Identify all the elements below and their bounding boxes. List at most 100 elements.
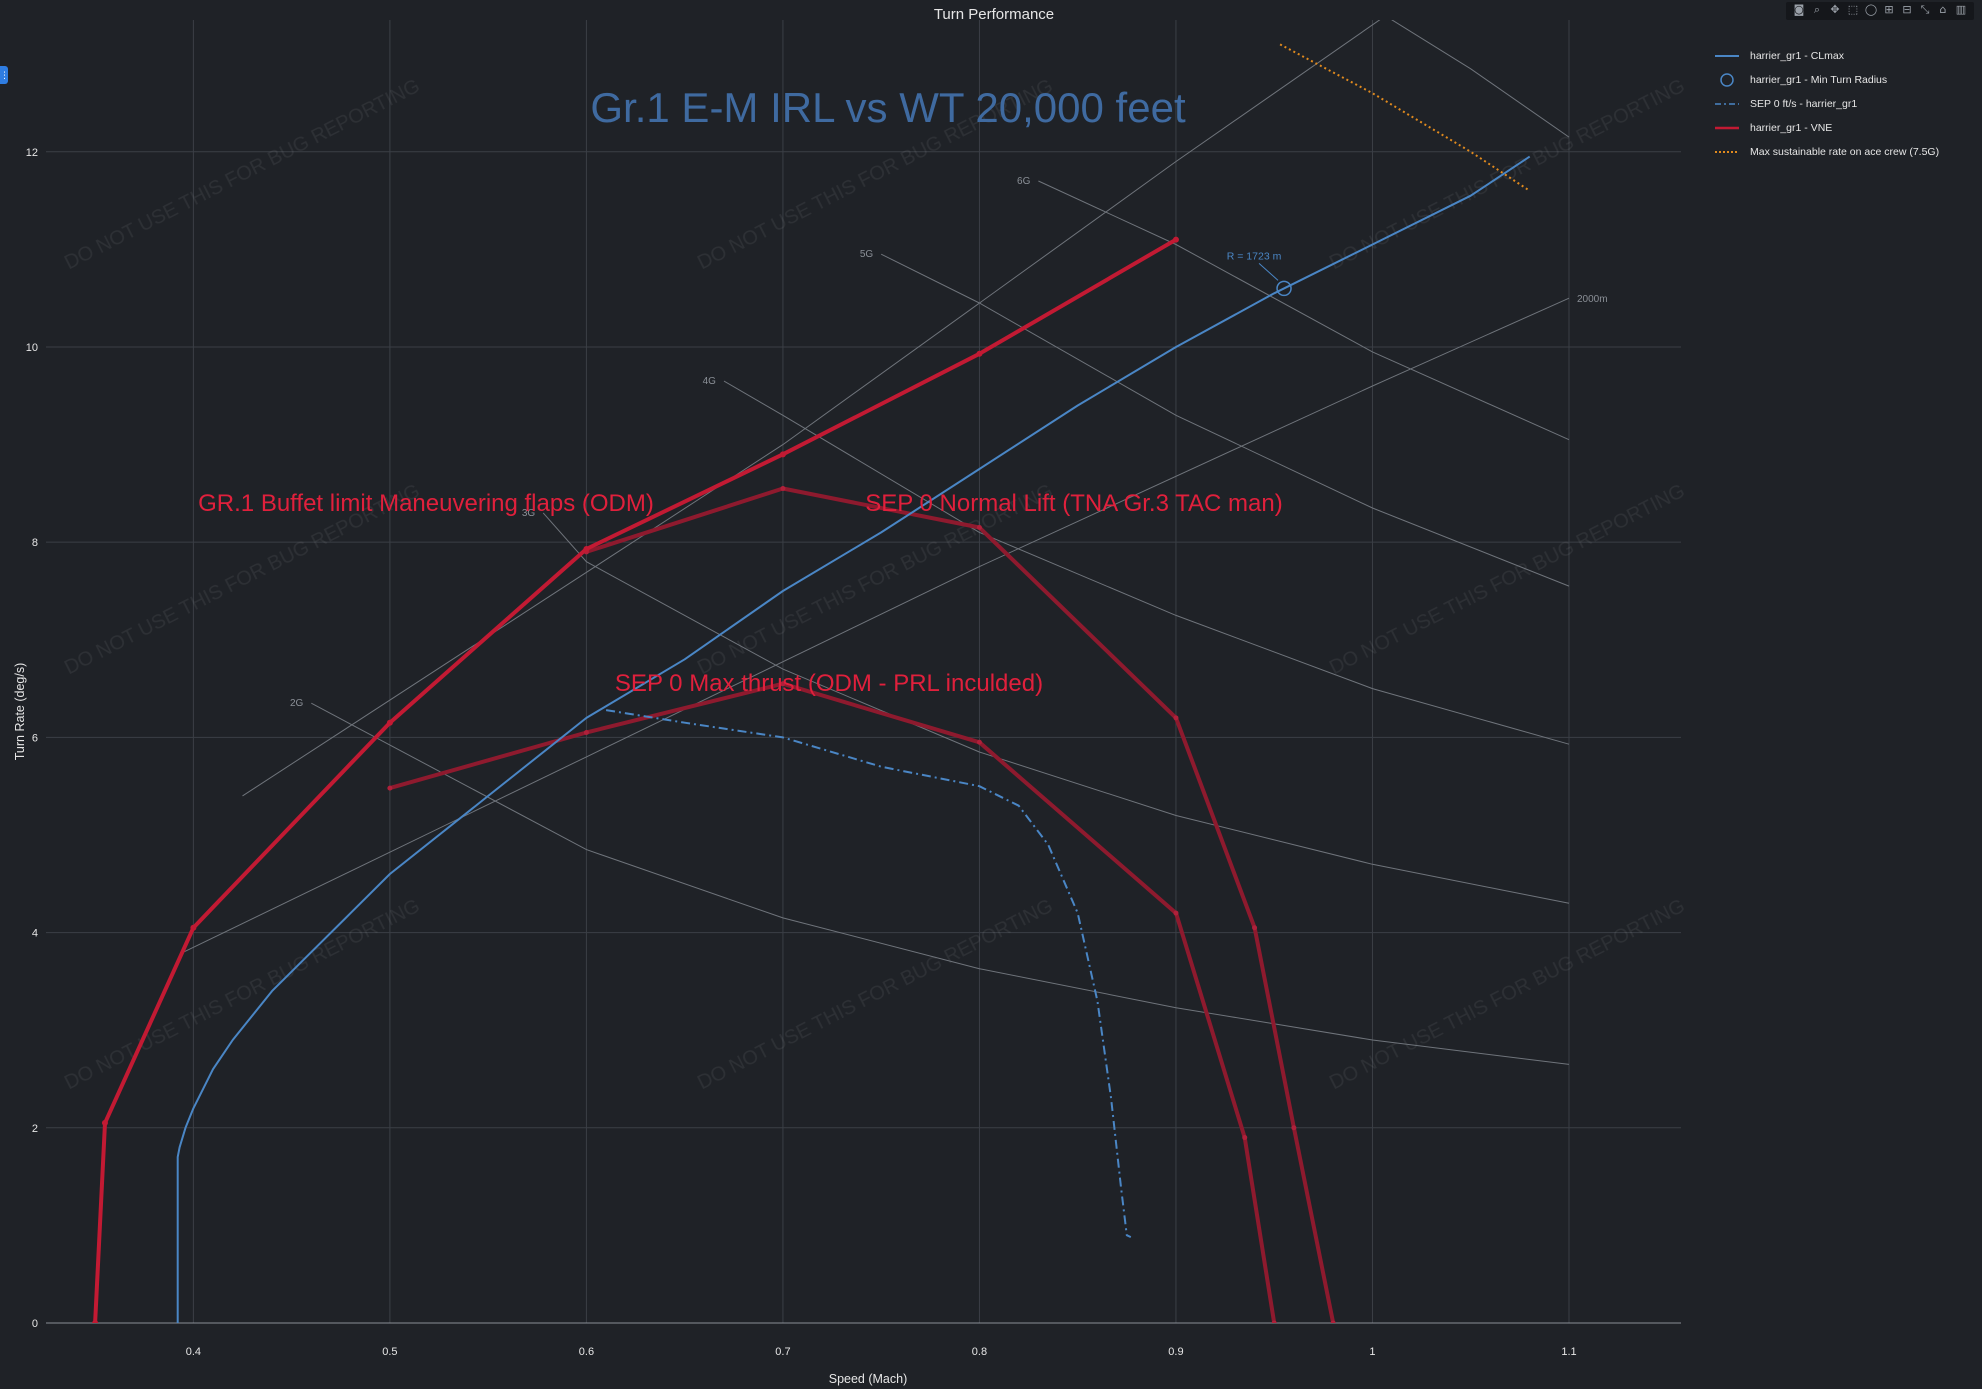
reference-series-line — [585, 486, 1336, 1323]
series-point — [779, 451, 786, 458]
watermark-text: DO NOT USE THIS FOR BUG REPORTING — [1326, 895, 1688, 1094]
zoom-out-icon[interactable]: ⊟ — [1902, 3, 1912, 16]
x-tick-label: 0.5 — [382, 1346, 397, 1358]
y-tick-label: 8 — [32, 537, 38, 549]
series-point — [190, 924, 197, 931]
plot-area — [92, 20, 1570, 1323]
watermark-text: DO NOT USE THIS FOR BUG REPORTING — [694, 895, 1056, 1094]
reference-series-point — [1291, 1125, 1297, 1131]
y-tick-label: 4 — [32, 928, 38, 940]
series-point — [583, 546, 590, 553]
g-line — [1391, 20, 1570, 138]
reference-series-point — [1271, 1320, 1277, 1323]
series-point — [92, 1320, 99, 1323]
g-line — [311, 702, 1570, 1065]
radius-line-label: 2000m — [1577, 294, 1608, 305]
solid-red-line-icon — [1712, 121, 1742, 135]
reference-series-point — [583, 730, 589, 736]
radius-annotation-arrow — [1258, 263, 1279, 281]
autoscale-icon[interactable]: ⤡ — [1920, 3, 1930, 16]
legend-label: harrier_gr1 - VNE — [1750, 122, 1833, 134]
reference-series-point — [1252, 925, 1258, 931]
watermark-text: DO NOT USE THIS FOR BUG REPORTING — [1326, 75, 1688, 274]
y-tick-label: 6 — [32, 732, 38, 744]
watermark-text: DO NOT USE THIS FOR BUG REPORTING — [61, 895, 423, 1094]
zoom-icon[interactable]: ⌕ — [1813, 3, 1821, 16]
g-line — [880, 253, 1570, 587]
radius-line — [183, 297, 1570, 953]
series-point — [1172, 236, 1179, 243]
g-line — [1038, 180, 1570, 441]
reference-series-point — [780, 485, 786, 491]
home-icon[interactable]: ⌂ — [1939, 3, 1947, 16]
y-axis-title: Turn Rate (deg/s) — [13, 663, 27, 761]
watermark-text: DO NOT USE THIS FOR BUG REPORTING — [61, 75, 423, 274]
zoom-in-icon[interactable]: ⊞ — [1884, 3, 1894, 16]
x-tick-label: 0.8 — [972, 1346, 987, 1358]
reference-series-point — [1242, 1135, 1248, 1141]
box-select-icon[interactable]: ⬚ — [1847, 3, 1859, 16]
y-tick-label: 10 — [26, 342, 38, 354]
g-line-label: 2G — [290, 698, 304, 709]
series-line — [176, 155, 1531, 1323]
g-line-label: 6G — [1017, 176, 1031, 187]
y-tick-label: 0 — [32, 1318, 38, 1330]
g-line — [723, 380, 1570, 745]
radius-annotation: R = 1723 m — [1227, 250, 1282, 262]
reference-series-point — [780, 681, 786, 687]
reference-series-point — [1330, 1320, 1336, 1323]
legend: harrier_gr1 - CLmax harrier_gr1 - Min Tu… — [1712, 44, 1972, 164]
camera-icon[interactable]: ◙ — [1793, 3, 1805, 16]
max-thrust-annotation: SEP 0 Max thrust (ODM - PRL inculded) — [615, 670, 1043, 697]
side-panel-tab[interactable]: ⋮ — [0, 66, 9, 84]
x-tick-label: 1.1 — [1561, 1346, 1576, 1358]
series-marker — [1276, 280, 1292, 297]
reference-series-point — [976, 739, 982, 745]
reference-series-point — [976, 525, 982, 531]
legend-item-min-turn-radius[interactable]: harrier_gr1 - Min Turn Radius — [1712, 68, 1972, 92]
series-point — [976, 350, 983, 357]
legend-label: Max sustainable rate on ace crew (7.5G) — [1750, 146, 1940, 158]
reference-series-point — [1173, 715, 1179, 721]
legend-item-sep0[interactable]: SEP 0 ft/s - harrier_gr1 — [1712, 92, 1972, 116]
main-annotation-title: Gr.1 E-M IRL vs WT 20,000 feet — [590, 84, 1186, 131]
y-tick-label: 12 — [26, 147, 38, 159]
dotted-orange-line-icon — [1712, 145, 1742, 159]
lasso-icon[interactable]: ◯ — [1864, 3, 1878, 16]
legend-item-vne[interactable]: harrier_gr1 - VNE — [1712, 116, 1972, 140]
reference-series-point — [387, 785, 393, 791]
legend-label: harrier_gr1 - CLmax — [1750, 50, 1844, 62]
g-line-label: 4G — [703, 376, 717, 387]
x-tick-label: 0.7 — [775, 1346, 790, 1358]
dashdot-blue-line-icon — [1712, 97, 1742, 111]
series-line — [605, 709, 1132, 1239]
circle-marker-icon — [1712, 73, 1742, 87]
g-line — [542, 512, 1570, 904]
solid-blue-line-icon — [1712, 49, 1742, 63]
buffet-annotation: GR.1 Buffet limit Maneuvering flaps (ODM… — [198, 490, 654, 517]
x-tick-label: 0.6 — [579, 1346, 594, 1358]
reference-series-point — [1173, 910, 1179, 916]
x-tick-label: 0.4 — [186, 1346, 201, 1358]
chart-title: Turn Performance — [934, 6, 1054, 23]
series-point — [101, 1119, 108, 1126]
pan-icon[interactable]: ✥ — [1830, 3, 1840, 16]
series-line — [1279, 43, 1531, 192]
g-line-label: 5G — [860, 249, 874, 260]
g-line-label: 3G — [522, 508, 536, 519]
x-tick-label: 0.9 — [1168, 1346, 1183, 1358]
legend-label: harrier_gr1 - Min Turn Radius — [1750, 74, 1888, 86]
legend-label: SEP 0 ft/s - harrier_gr1 — [1750, 98, 1858, 110]
legend-item-clmax[interactable]: harrier_gr1 - CLmax — [1712, 44, 1972, 68]
plotly-logo-icon[interactable]: ▥ — [1955, 3, 1967, 16]
normal-lift-annotation: SEP 0 Normal Lift (TNA Gr.3 TAC man) — [865, 490, 1282, 517]
modebar: ◙ ⌕ ✥ ⬚ ◯ ⊞ ⊟ ⤡ ⌂ ▥ — [1786, 2, 1974, 20]
g-line-label: 8G — [1331, 0, 1345, 2]
x-tick-label: 1 — [1369, 1346, 1375, 1358]
series-point — [386, 719, 393, 726]
legend-item-max-sustainable[interactable]: Max sustainable rate on ace crew (7.5G) — [1712, 140, 1972, 164]
series-line — [93, 237, 1178, 1323]
y-tick-label: 2 — [32, 1123, 38, 1135]
watermark-text: DO NOT USE THIS FOR BUG REPORTING — [1326, 480, 1688, 679]
